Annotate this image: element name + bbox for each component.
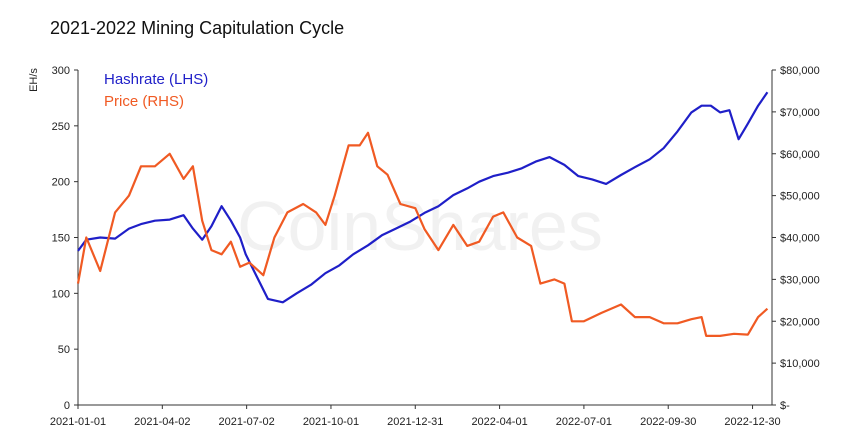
x-tick-label: 2021-01-01 xyxy=(50,416,106,428)
right-tick-label: $20,000 xyxy=(780,316,820,328)
left-tick-label: 250 xyxy=(52,121,70,133)
right-tick-label: $- xyxy=(780,400,790,412)
left-tick-label: 50 xyxy=(58,344,70,356)
left-tick-label: 150 xyxy=(52,233,70,245)
series-line-price xyxy=(76,131,769,337)
right-tick-label: $60,000 xyxy=(780,149,820,161)
x-tick-label: 2022-09-30 xyxy=(640,416,696,428)
x-tick-label: 2022-07-01 xyxy=(556,416,612,428)
right-tick-label: $80,000 xyxy=(780,65,820,77)
right-tick-label: $40,000 xyxy=(780,233,820,245)
x-tick-label: 2021-10-01 xyxy=(303,416,359,428)
x-tick-label: 2021-04-02 xyxy=(134,416,190,428)
right-tick-label: $10,000 xyxy=(780,358,820,370)
right-tick-label: $30,000 xyxy=(780,274,820,286)
left-tick-label: 300 xyxy=(52,65,70,77)
x-tick-label: 2021-12-31 xyxy=(387,416,443,428)
x-tick-label: 2022-12-30 xyxy=(724,416,780,428)
watermark-text: CoinShares xyxy=(237,187,603,265)
left-axis-label: EH/s xyxy=(28,68,40,92)
legend-entry: Price (RHS) xyxy=(104,93,184,110)
left-tick-label: 0 xyxy=(64,400,70,412)
x-tick-label: 2021-07-02 xyxy=(218,416,274,428)
left-tick-label: 100 xyxy=(52,288,70,300)
x-tick-label: 2022-04-01 xyxy=(471,416,527,428)
chart-title: 2021-2022 Mining Capitulation Cycle xyxy=(50,18,345,38)
right-tick-label: $70,000 xyxy=(780,107,820,119)
right-tick-label: $50,000 xyxy=(780,191,820,203)
series-line-hashrate xyxy=(77,91,769,304)
left-tick-label: 200 xyxy=(52,177,70,189)
legend-entry: Hashrate (LHS) xyxy=(104,71,208,88)
